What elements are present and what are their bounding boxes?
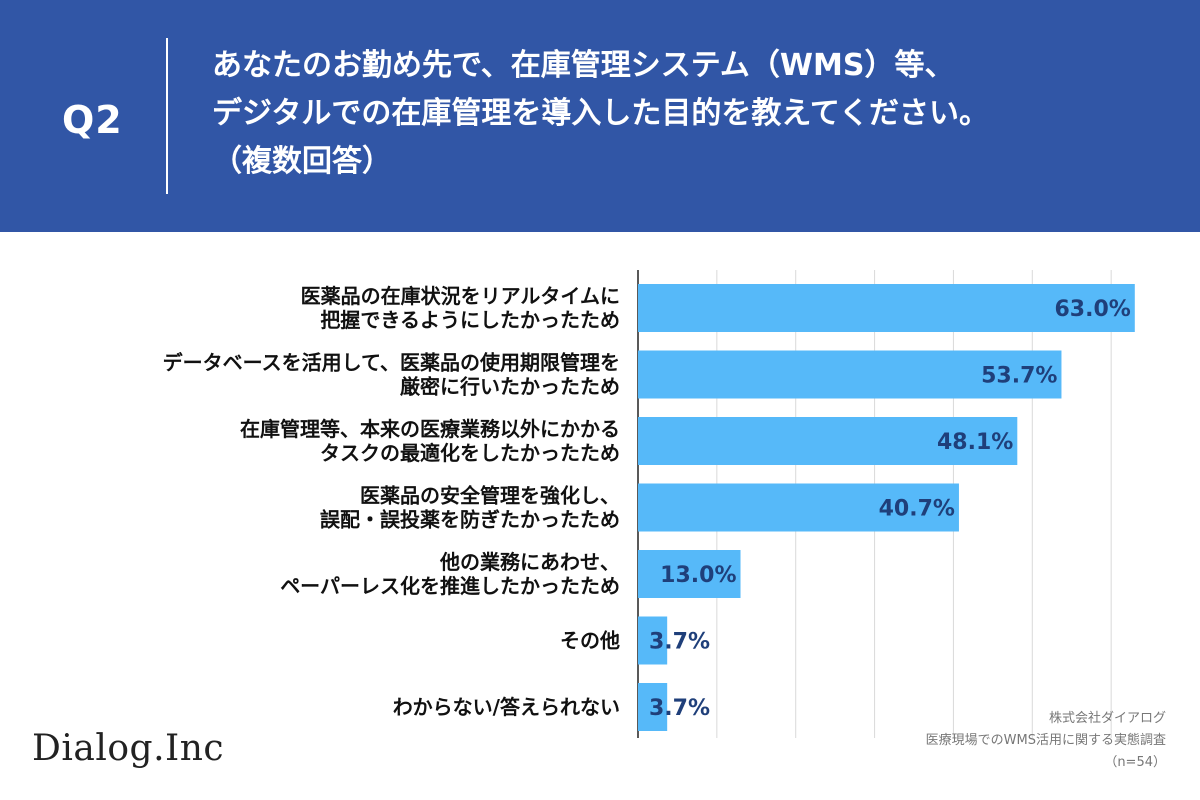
header-divider <box>166 38 168 194</box>
value-label: 13.0% <box>660 563 736 588</box>
category-label: タスクの最適化をしたかったため <box>320 441 620 465</box>
source-line: 医療現場でのWMS活用に関する実態調査 <box>925 733 1166 748</box>
category-label: 把握できるようにしたかったため <box>320 308 620 332</box>
bar <box>638 350 1062 399</box>
question-line: あなたのお勤め先で、在庫管理システム（WMS）等、 <box>212 48 955 83</box>
bars <box>638 284 1135 731</box>
company-logo: Dialog.Inc <box>32 728 225 769</box>
value-label: 3.7% <box>649 630 710 655</box>
category-label: 誤配・誤投薬を防ぎたかったため <box>320 508 620 532</box>
bar <box>638 483 959 532</box>
value-label: 48.1% <box>937 430 1013 455</box>
source-line: （n=54） <box>1104 755 1166 770</box>
category-label: 医薬品の安全管理を強化し、 <box>360 484 620 508</box>
category-label: ペーパーレス化を推進したかったため <box>280 574 620 598</box>
question-number: Q2 <box>62 98 123 142</box>
category-label: わからない/答えられない <box>393 695 620 719</box>
category-label: 医薬品の在庫状況をリアルタイムに <box>301 284 620 308</box>
chart-card: 63.0% 医薬品の在庫状況をリアルタイムに 把握できるようにしたかったため 53.7… <box>0 232 1200 800</box>
bar <box>638 683 668 731</box>
value-label: 3.7% <box>649 696 710 721</box>
category-label: 他の業務にあわせ、 <box>439 550 620 574</box>
question-line: （複数回答） <box>212 144 392 179</box>
category-label: データベースを活用して、医薬品の使用期限管理を <box>163 351 620 375</box>
category-label: その他 <box>560 629 620 653</box>
category-label: 在庫管理等、本来の医療業務以外にかかる <box>240 417 620 441</box>
header-banner: Q2 あなたのお勤め先で、在庫管理システム（WMS）等、 デジタルでの在庫管理を… <box>0 0 1200 232</box>
source-line: 株式会社ダイアログ <box>1048 711 1166 726</box>
value-label: 63.0% <box>1054 297 1130 322</box>
bar <box>638 616 668 665</box>
bar <box>638 284 1135 332</box>
question-line: デジタルでの在庫管理を導入した目的を教えてください。 <box>212 96 989 131</box>
source-note: 株式会社ダイアログ 医療現場でのWMS活用に関する実態調査 （n=54） <box>926 708 1166 774</box>
value-label: 40.7% <box>879 497 955 522</box>
bar <box>638 417 1018 465</box>
question-text: あなたのお勤め先で、在庫管理システム（WMS）等、 デジタルでの在庫管理を導入し… <box>212 42 1172 186</box>
bar <box>638 550 741 598</box>
category-label: 厳密に行いたかったため <box>400 375 620 399</box>
value-label: 53.7% <box>981 364 1057 389</box>
